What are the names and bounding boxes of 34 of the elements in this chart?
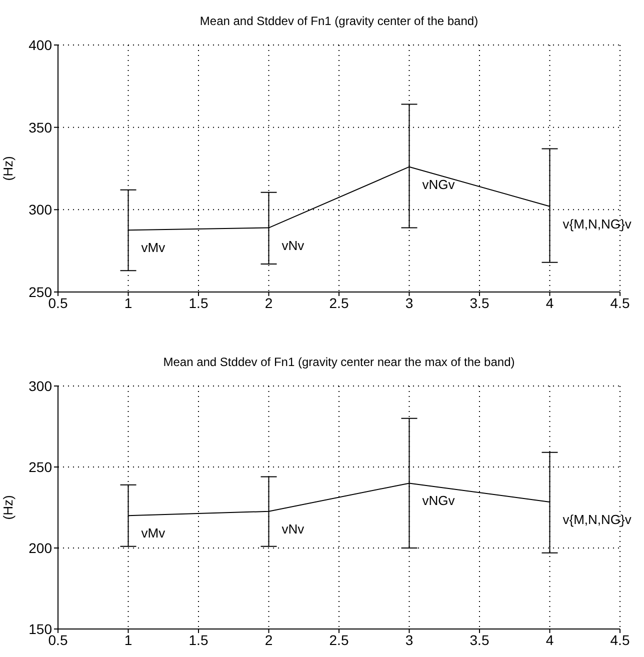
annotation: vMv — [141, 240, 166, 256]
x-tick-label: 1.5 — [188, 294, 208, 311]
y-tick-label: 350 — [28, 119, 52, 136]
annotation: v{M,N,NG}v — [562, 216, 632, 232]
x-tick-label: 2 — [264, 294, 273, 311]
annotation: vMv — [141, 526, 166, 541]
x-tick-label: 3.5 — [470, 632, 490, 648]
x-tick-label: 1 — [124, 294, 132, 311]
x-tick-label: 4.5 — [610, 632, 630, 648]
annotation: vNGv — [422, 493, 456, 508]
annotation: vNv — [282, 521, 305, 536]
chart-title: Mean and Stddev of Fn1 (gravity center of the band) — [198, 14, 480, 28]
x-tick-label: 4 — [546, 632, 554, 648]
annotation: vNv — [282, 238, 305, 253]
y-tick-label: 400 — [28, 36, 52, 53]
x-tick-label: 1 — [124, 632, 132, 648]
x-tick-label: 3 — [405, 632, 414, 648]
chart-title: Mean and Stddev of Fn1 (gravity center near the max of the band) — [162, 355, 516, 369]
x-tick-label: 2.5 — [329, 632, 349, 648]
y-tick-label: 250 — [28, 458, 52, 475]
x-tick-label: 2 — [264, 632, 273, 648]
x-tick-label: 4.5 — [610, 294, 630, 311]
y-tick-label: 300 — [28, 378, 52, 394]
y-tick-label: 300 — [28, 202, 52, 218]
y-tick-label: 200 — [28, 540, 52, 556]
annotation: v{M,N,NG}v — [562, 512, 632, 527]
y-axis-title: (Hz) — [0, 156, 16, 181]
y-axis-title: (Hz) — [0, 495, 16, 520]
x-tick-label: 2.5 — [329, 294, 349, 311]
x-tick-label: 4 — [546, 294, 554, 311]
x-tick-label: 1.5 — [188, 632, 208, 648]
x-tick-label: 3 — [405, 294, 414, 311]
x-tick-label: 3.5 — [470, 294, 490, 311]
annotation: vNGv — [422, 176, 456, 192]
